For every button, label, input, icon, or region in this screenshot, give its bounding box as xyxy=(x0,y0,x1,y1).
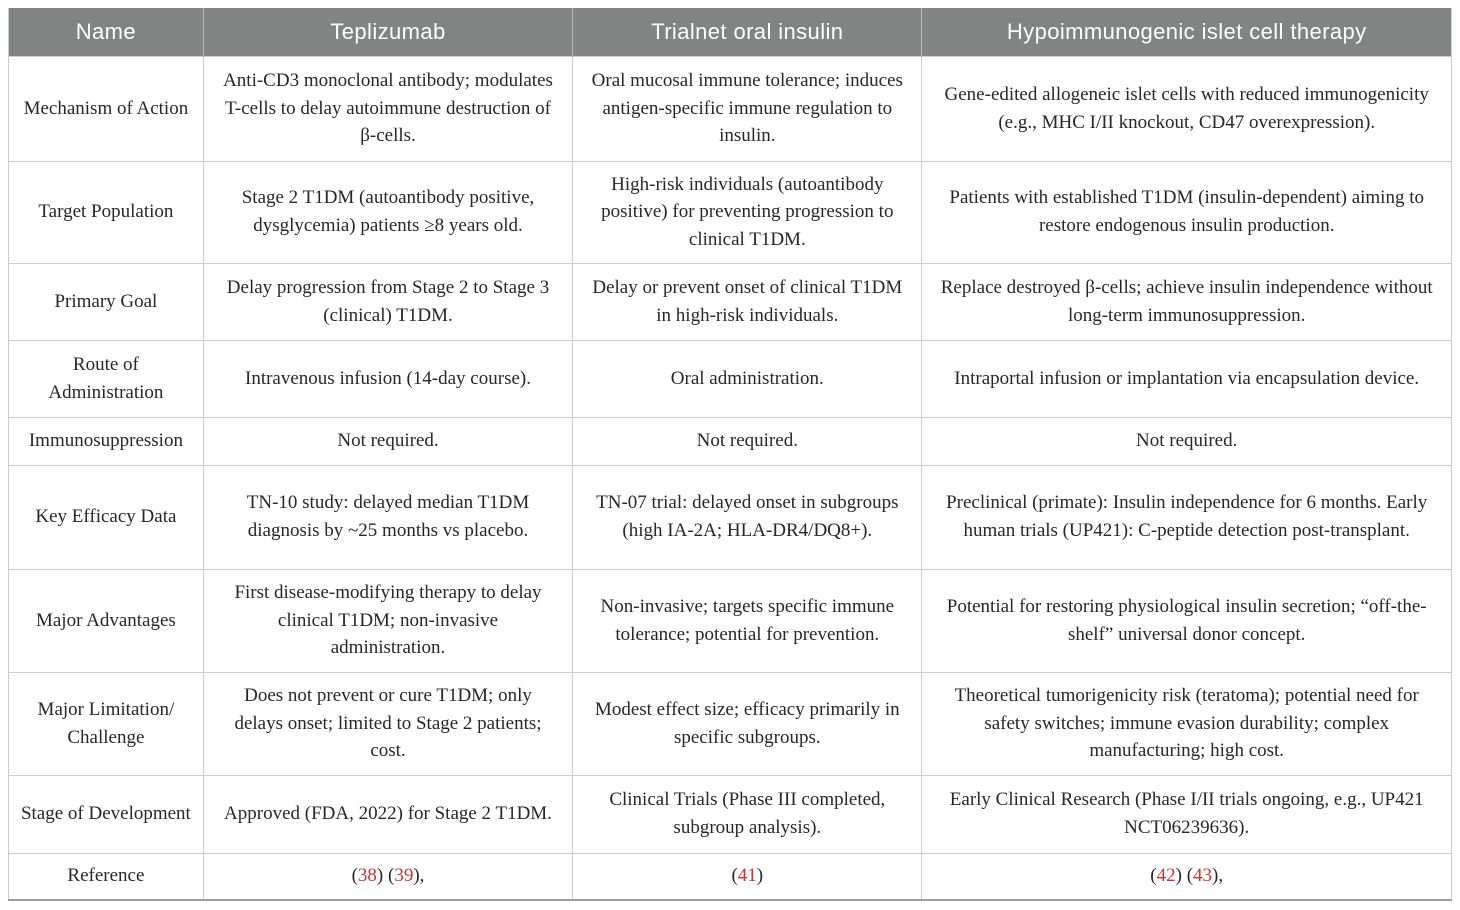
table-cell: Not required. xyxy=(202,416,574,466)
reference-number: 41 xyxy=(737,865,757,887)
header-row: Name Teplizumab Trialnet oral insulin Hy… xyxy=(8,8,1452,56)
reference-number: 38 xyxy=(357,865,377,887)
therapy-comparison-table: Name Teplizumab Trialnet oral insulin Hy… xyxy=(8,8,1452,901)
reference-citation-link[interactable]: (41) xyxy=(731,865,764,887)
table-body: Mechanism of Action Anti-CD3 monoclonal a… xyxy=(8,55,1452,901)
row-label: Mechanism of Action xyxy=(8,55,204,162)
table-cell: Oral administration. xyxy=(572,339,923,418)
table-cell: Approved (FDA, 2022) for Stage 2 T1DM. xyxy=(202,774,574,854)
table-row: Key Efficacy Data TN-10 study: delayed me… xyxy=(8,464,1452,570)
row-label: Target Population xyxy=(8,160,204,264)
table-cell: Gene-edited allogeneic islet cells with … xyxy=(921,55,1452,162)
row-label: Reference xyxy=(8,852,204,901)
table-cell: Non-invasive; targets specific immune to… xyxy=(572,568,923,673)
table-cell: Clinical Trials (Phase III completed, su… xyxy=(572,774,923,854)
table-row: Major Limitation/​Challenge Does not prev… xyxy=(8,671,1452,776)
table-cell: First disease-modifying therapy to delay… xyxy=(202,568,574,673)
table-row: Mechanism of Action Anti-CD3 monoclonal a… xyxy=(8,55,1452,162)
table-row: Reference (38) (39), (41) (42) (43), xyxy=(8,852,1452,901)
table-row: Target Population Stage 2 T1DM (autoantib… xyxy=(8,160,1452,264)
table-cell: Delay progression from Stage 2 to Stage … xyxy=(202,262,574,341)
table-cell: Not required. xyxy=(921,416,1452,466)
row-label: Major Advantages xyxy=(8,568,204,673)
column-header-name: Name xyxy=(8,8,204,56)
row-label: Major Limitation/​Challenge xyxy=(8,671,204,776)
row-label: Route of Administration xyxy=(8,339,204,418)
row-label: Key Efficacy Data xyxy=(8,464,204,570)
table-cell: TN-10 study: delayed median T1DM diagnos… xyxy=(202,464,574,570)
table-row: Major Advantages First disease-modifying … xyxy=(8,568,1452,673)
table-cell: TN-07 trial: delayed onset in subgroups … xyxy=(572,464,923,570)
table-cell: Early Clinical Research (Phase I/II tria… xyxy=(921,774,1452,854)
table-cell: Not required. xyxy=(572,416,923,466)
table-cell: Preclinical (primate): Insulin independe… xyxy=(921,464,1452,570)
table-cell: Intravenous infusion (14-day course). xyxy=(202,339,574,418)
column-header-teplizumab: Teplizumab xyxy=(202,8,573,56)
column-header-hypoimmunogenic-islet-cell-therapy: Hypoimmunogenic islet cell therapy xyxy=(921,8,1452,56)
table-cell: Intraportal infusion or implantation via… xyxy=(921,339,1452,418)
table-cell: (41) xyxy=(572,852,923,901)
table-row: Stage of Development Approved (FDA, 2022)… xyxy=(8,774,1452,854)
table-cell: Potential for restoring physiological in… xyxy=(921,568,1452,673)
table-cell: Modest effect size; efficacy primarily i… xyxy=(572,671,923,776)
table-cell: Patients with established T1DM (insulin-… xyxy=(921,160,1452,264)
table-cell: Oral mucosal immune tolerance; induces a… xyxy=(572,55,923,162)
row-label: Stage of Development xyxy=(8,774,204,854)
table-cell: (42) (43), xyxy=(921,852,1452,901)
table-cell: Stage 2 T1DM (autoantibody positive, dys… xyxy=(202,160,574,264)
reference-number: 39 xyxy=(394,865,414,887)
table-cell: (38) (39), xyxy=(202,852,574,901)
table-cell: Anti-CD3 monoclonal antibody; modulates … xyxy=(202,55,574,162)
reference-number: 43 xyxy=(1193,865,1213,887)
reference-number: 42 xyxy=(1156,865,1176,887)
row-label: Primary Goal xyxy=(8,262,204,341)
table-row: Primary Goal Delay progression from Stage… xyxy=(8,262,1452,341)
table-header: Name Teplizumab Trialnet oral insulin Hy… xyxy=(8,8,1452,56)
reference-citation-link[interactable]: (38) xyxy=(351,865,384,887)
reference-citation-link[interactable]: (39) xyxy=(388,865,420,887)
table-cell: High-risk individuals (autoantibody posi… xyxy=(572,160,923,264)
table-row: Route of Administration Intravenous infus… xyxy=(8,339,1452,418)
table-cell: Theoretical tumorigenicity risk (teratom… xyxy=(921,671,1452,776)
table-cell: Replace destroyed β-cells; achieve insul… xyxy=(921,262,1452,341)
row-label: Immunosuppression xyxy=(8,416,204,466)
reference-citation-link[interactable]: (43) xyxy=(1186,865,1219,887)
table-cell: Delay or prevent onset of clinical T1DM … xyxy=(572,262,923,341)
table-row: Immunosuppression Not required. Not requir… xyxy=(8,416,1452,466)
table-cell: Does not prevent or cure T1DM; only dela… xyxy=(202,671,574,776)
reference-citation-link[interactable]: (42) xyxy=(1150,865,1182,887)
column-header-trialnet-oral-insulin: Trialnet oral insulin xyxy=(572,8,922,56)
